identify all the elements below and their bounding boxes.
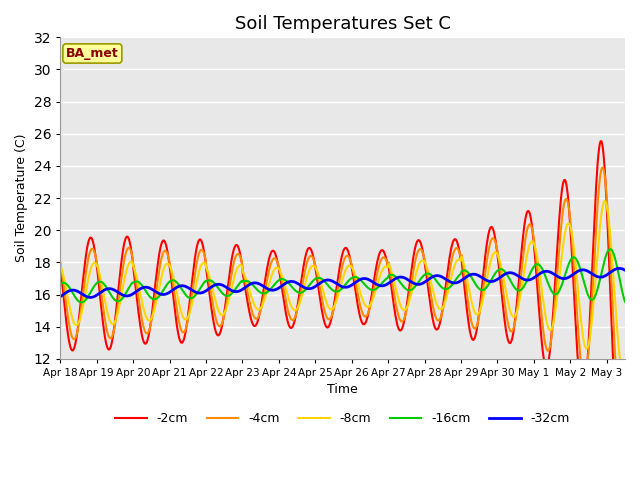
-2cm [59,284,67,290]
-16cm [621,299,629,305]
-4cm [319,299,326,305]
-16cm [56,281,64,287]
Text: BA_met: BA_met [66,47,119,60]
-16cm [136,280,144,286]
-32cm [298,283,306,289]
Legend: -2cm, -4cm, -8cm, -16cm, -32cm: -2cm, -4cm, -8cm, -16cm, -32cm [110,407,575,430]
-4cm [136,301,143,307]
-4cm [59,275,67,280]
-16cm [462,268,470,274]
-4cm [461,279,469,285]
-2cm [461,294,469,300]
-8cm [461,268,469,274]
Y-axis label: Soil Temperature (C): Soil Temperature (C) [15,134,28,263]
-32cm [59,292,67,298]
-8cm [59,270,67,276]
-2cm [621,360,629,366]
Line: -8cm: -8cm [60,201,625,371]
-8cm [56,263,64,269]
-8cm [601,198,609,204]
-8cm [298,295,305,301]
-2cm [56,264,64,269]
-16cm [78,300,86,305]
Line: -4cm: -4cm [60,168,625,409]
-16cm [606,246,614,252]
-16cm [319,277,327,283]
-2cm [319,311,326,317]
-2cm [136,316,143,322]
-4cm [621,372,629,377]
-2cm [615,437,623,443]
-4cm [616,407,624,412]
-4cm [298,288,305,293]
-32cm [621,267,629,273]
-32cm [615,265,623,271]
-4cm [598,165,606,170]
-8cm [476,310,483,315]
-8cm [619,368,627,373]
-4cm [56,260,64,265]
X-axis label: Time: Time [327,384,358,396]
-32cm [462,274,470,280]
-32cm [319,278,327,284]
-8cm [319,286,326,292]
-32cm [476,274,484,279]
-16cm [298,289,306,295]
-2cm [298,278,305,284]
Line: -16cm: -16cm [60,249,625,302]
-4cm [476,313,483,319]
Line: -32cm: -32cm [60,268,625,298]
-32cm [87,295,95,300]
-2cm [597,138,605,144]
-8cm [136,287,143,292]
-16cm [59,280,67,286]
-2cm [476,311,483,316]
Line: -2cm: -2cm [60,141,625,440]
-8cm [621,362,629,368]
Title: Soil Temperatures Set C: Soil Temperatures Set C [235,15,451,33]
-32cm [56,294,64,300]
-32cm [136,286,144,292]
-16cm [476,287,484,292]
